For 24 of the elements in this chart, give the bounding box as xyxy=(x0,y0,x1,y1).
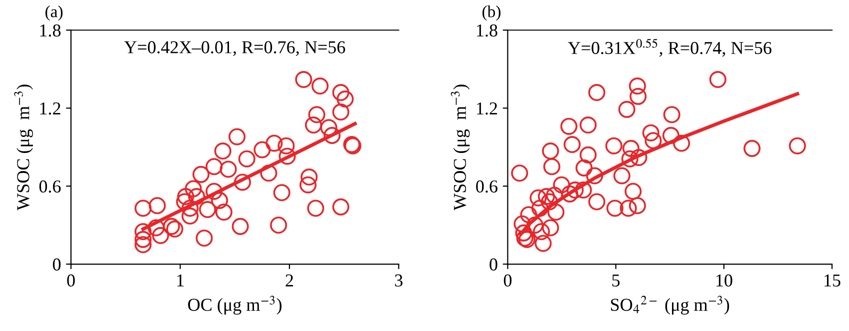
y-tick-label: 1.2 xyxy=(477,102,497,115)
y-tick-label: 1.2 xyxy=(40,102,60,115)
chart-title: (a) xyxy=(45,6,63,21)
x-tick-label: 1 xyxy=(177,274,184,286)
chart-title: (b) xyxy=(482,6,500,21)
x-tick-label: 5 xyxy=(612,274,620,287)
x-tick-label: 2 xyxy=(286,274,293,286)
y-tick-label: 0 xyxy=(52,258,61,271)
y-tick-label: 0.6 xyxy=(39,180,61,193)
y-axis-title: WSOC (μg m$^{−3}$) xyxy=(14,84,33,210)
x-tick-label: 15 xyxy=(824,274,840,287)
y-tick-label: 1.8 xyxy=(477,24,498,37)
x-axis-title: OC (μg m$^{−3}$) xyxy=(188,296,282,315)
y-tick-label: 1.8 xyxy=(40,24,61,37)
x-tick-label: 3 xyxy=(395,274,402,287)
x-tick-label: 10 xyxy=(716,274,732,287)
y-axis-title: WSOC (μg m$^{−3}$) xyxy=(450,84,470,210)
y-tick-label: 0.6 xyxy=(476,180,498,193)
x-tick-label: 0 xyxy=(504,274,512,287)
annotation: Y=0.31X$^{0.55}$, R=0.74, N=56 xyxy=(568,38,772,57)
annotation: Y=0.42X–0.01, R=0.76, N=56 xyxy=(124,41,346,56)
x-axis-title: SO$_{4}$$^{2−}$ (μg m$^{−3}$) xyxy=(611,296,730,315)
y-tick-label: 0 xyxy=(490,258,498,271)
x-tick-label: 0 xyxy=(67,274,75,287)
